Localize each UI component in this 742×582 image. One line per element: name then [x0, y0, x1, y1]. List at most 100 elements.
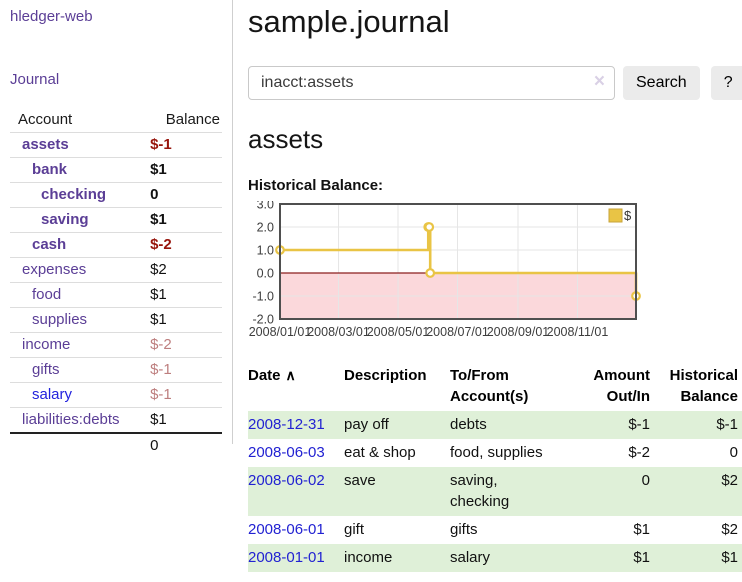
- app-title-link[interactable]: hledger-web: [10, 8, 93, 25]
- accounts-total-row: 0: [10, 433, 222, 458]
- svg-text:-1.0: -1.0: [252, 290, 274, 304]
- register-accounts: saving, checking: [450, 472, 510, 510]
- register-amount: 0: [641, 472, 650, 489]
- account-link-bank[interactable]: bank: [32, 161, 68, 178]
- register-header-amount: Amount Out/In: [593, 367, 650, 405]
- register-header-tofrom: To/From Account(s): [450, 367, 529, 405]
- register-date-link[interactable]: 2008-12-31: [248, 416, 325, 433]
- svg-text:$: $: [624, 208, 632, 223]
- register-row: 2008-01-01 income salary $1 $1: [248, 544, 742, 572]
- account-row: cash $-2: [10, 232, 222, 258]
- register-amount: $1: [633, 521, 650, 538]
- register-amount: $-1: [628, 416, 650, 433]
- svg-text:1.0: 1.0: [257, 244, 274, 258]
- account-link-food[interactable]: food: [32, 286, 62, 303]
- account-link-liabilities-debts[interactable]: liabilities:debts: [22, 411, 120, 428]
- account-row: food $1: [10, 282, 222, 308]
- svg-text:2008/11/01: 2008/11/01: [547, 325, 609, 339]
- account-link-checking[interactable]: checking: [41, 186, 107, 203]
- register-description: save: [344, 472, 376, 489]
- register-date-link[interactable]: 2008-06-01: [248, 521, 325, 538]
- register-accounts: food, supplies: [450, 444, 543, 461]
- account-row: income $-2: [10, 332, 222, 358]
- accounts-header-balance: Balance: [165, 111, 220, 128]
- accounts-table: Account Balance assets $-1 bank $1 check…: [10, 108, 222, 458]
- search-form: × Search ?: [248, 66, 742, 100]
- register-table: Date ∧ Description To/From Account(s) Amo…: [248, 363, 742, 572]
- register-date-link[interactable]: 2008-01-01: [248, 549, 325, 566]
- account-row: salary $-1: [10, 382, 222, 408]
- account-row: bank $1: [10, 157, 222, 183]
- account-balance: $2: [150, 261, 167, 278]
- svg-text:2008/03/01: 2008/03/01: [307, 325, 370, 339]
- accounts-header-row: Account Balance: [10, 108, 222, 133]
- svg-text:2008/07/01: 2008/07/01: [426, 325, 489, 339]
- account-balance: $-1: [150, 361, 172, 378]
- account-link-salary[interactable]: salary: [32, 386, 73, 403]
- account-row: assets $-1: [10, 132, 222, 158]
- account-heading: assets: [248, 124, 324, 154]
- account-balance: $-1: [150, 136, 172, 153]
- account-balance: $1: [150, 411, 167, 428]
- main-content: sample.journal × Search ? assets Histori…: [233, 0, 742, 572]
- register-row: 2008-06-03 eat & shop food, supplies $-2…: [248, 439, 742, 467]
- register-description: eat & shop: [344, 444, 416, 461]
- register-balance: $-1: [716, 416, 738, 433]
- account-balance: $-1: [150, 386, 172, 403]
- register-row: 2008-06-02 save saving, checking 0 $2: [248, 467, 742, 516]
- account-balance: $1: [150, 161, 167, 178]
- account-row: expenses $2: [10, 257, 222, 283]
- search-input[interactable]: [248, 66, 615, 100]
- register-accounts: gifts: [450, 521, 478, 538]
- register-amount: $1: [633, 549, 650, 566]
- accounts-total-balance: 0: [150, 437, 159, 454]
- account-link-assets[interactable]: assets: [22, 136, 69, 153]
- register-date-link[interactable]: 2008-06-02: [248, 472, 325, 489]
- register-accounts: salary: [450, 549, 491, 566]
- accounts-header-account: Account: [18, 111, 73, 128]
- account-link-income[interactable]: income: [22, 336, 71, 353]
- account-balance: 0: [150, 186, 159, 203]
- account-balance: $-2: [150, 336, 172, 353]
- svg-text:2008/05/01: 2008/05/01: [367, 325, 430, 339]
- account-balance: $-2: [150, 236, 172, 253]
- account-row: liabilities:debts $1: [10, 407, 222, 434]
- svg-text:-2.0: -2.0: [252, 313, 274, 327]
- account-link-expenses[interactable]: expenses: [22, 261, 87, 278]
- sidebar: hledger-web Journal Account Balance asse…: [0, 0, 233, 454]
- register-header-description: Description: [344, 367, 427, 384]
- clear-search-icon[interactable]: ×: [593, 71, 605, 92]
- historical-balance-chart: $3.0 2.0 1.0 0.0 -1.0 -2.0 2008/01/01 2008/03/0…: [248, 201, 742, 347]
- register-description: pay off: [344, 416, 389, 433]
- svg-text:2008/01/01: 2008/01/01: [249, 325, 312, 339]
- register-date-link[interactable]: 2008-06-03: [248, 444, 325, 461]
- svg-text:0.0: 0.0: [257, 267, 274, 281]
- account-row: checking 0: [10, 182, 222, 208]
- account-link-saving[interactable]: saving: [41, 211, 89, 228]
- register-row: 2008-06-01 gift gifts $1 $2: [248, 516, 742, 544]
- account-row: saving $1: [10, 207, 222, 233]
- account-link-cash[interactable]: cash: [32, 236, 67, 253]
- account-row: gifts $-1: [10, 357, 222, 383]
- svg-text:2008/09/01: 2008/09/01: [487, 325, 550, 339]
- sort-ascending-icon: ∧: [285, 367, 296, 383]
- register-header-balance: Historical Balance: [669, 367, 738, 405]
- account-balance: $1: [150, 286, 167, 303]
- register-header-date[interactable]: Date ∧: [248, 367, 296, 384]
- sidebar-item-journal[interactable]: Journal: [10, 71, 60, 88]
- account-link-supplies[interactable]: supplies: [32, 311, 88, 328]
- account-row: supplies $1: [10, 307, 222, 333]
- register-balance: 0: [729, 444, 738, 461]
- register-balance: $1: [721, 549, 738, 566]
- account-balance: $1: [150, 211, 167, 228]
- help-button[interactable]: ?: [710, 66, 742, 100]
- search-button[interactable]: Search: [623, 66, 700, 100]
- svg-text:3.0: 3.0: [257, 201, 274, 212]
- register-amount: $-2: [628, 444, 650, 461]
- account-balance: $1: [150, 311, 167, 328]
- register-accounts: debts: [450, 416, 487, 433]
- svg-text:2.0: 2.0: [257, 221, 274, 235]
- register-description: income: [344, 549, 393, 566]
- account-link-gifts[interactable]: gifts: [32, 361, 60, 378]
- register-description: gift: [344, 521, 365, 538]
